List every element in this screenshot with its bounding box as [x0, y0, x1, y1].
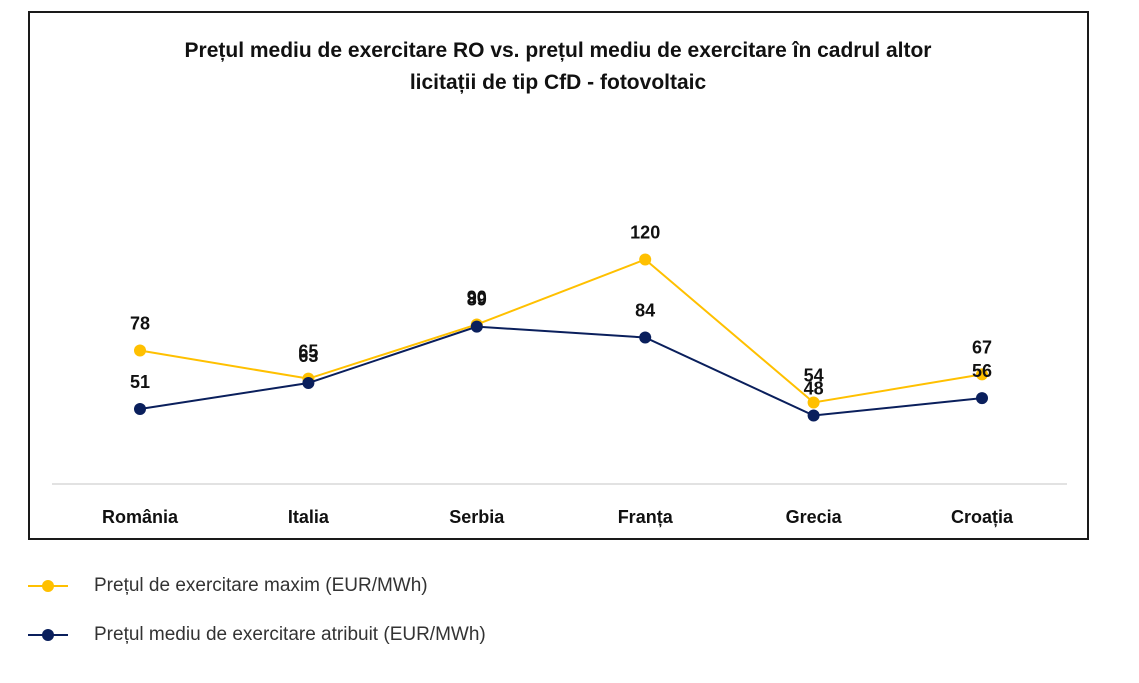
- data-point-avg-grecia: [807, 409, 820, 422]
- data-label-avg-franta: 84: [635, 300, 655, 320]
- data-label-max-italia: 65: [298, 342, 318, 362]
- series-layer: [134, 253, 988, 422]
- series-line-avg: [139, 325, 983, 417]
- data-label-avg-italia: 63: [298, 346, 318, 366]
- x-tick-label-croatia: Croația: [951, 507, 1014, 527]
- legend-swatch-avg: [28, 629, 68, 641]
- label-layer: România Italia Serbia Franța Grecia Croația 78…: [102, 222, 1014, 527]
- series-line-max: [139, 258, 983, 404]
- x-tick-label-grecia: Grecia: [786, 507, 843, 527]
- x-tick-label-romania: România: [102, 507, 179, 527]
- data-point-max-romania: [134, 344, 146, 357]
- x-tick-label-franta: Franța: [618, 507, 674, 527]
- data-label-max-croatia: 67: [972, 337, 992, 357]
- data-label-avg-grecia: 48: [804, 379, 824, 399]
- legend-label-avg: Prețul mediu de exercitare atribuit (EUR…: [94, 624, 486, 645]
- data-point-avg-franta: [639, 331, 652, 344]
- data-point-avg-romania: [134, 402, 146, 415]
- chart-title-line-1: Prețul mediu de exercitare RO vs. prețul…: [185, 39, 932, 62]
- data-point-avg-croatia: [976, 392, 988, 405]
- data-point-avg-serbia: [470, 320, 483, 333]
- chart-title-line-2: licitații de tip CfD - fotovoltaic: [410, 71, 707, 94]
- data-label-avg-serbia: 89: [467, 290, 487, 310]
- data-point-max-franta: [639, 253, 652, 266]
- data-label-max-romania: 78: [130, 313, 150, 333]
- line-chart: Prețul mediu de exercitare RO vs. prețul…: [52, 39, 1067, 527]
- x-tick-label-serbia: Serbia: [449, 507, 505, 527]
- chart-frame: Prețul mediu de exercitare RO vs. prețul…: [28, 11, 1089, 540]
- data-label-max-grecia: 54: [804, 365, 824, 385]
- data-label-max-franta: 120: [630, 222, 660, 242]
- data-label-avg-croatia: 56: [972, 361, 992, 381]
- legend-swatch-max: [28, 580, 68, 592]
- data-point-max-croatia: [976, 368, 988, 381]
- x-tick-label-italia: Italia: [288, 507, 330, 527]
- data-point-max-grecia: [807, 396, 820, 409]
- data-point-avg-italia: [302, 376, 315, 389]
- data-label-avg-romania: 51: [130, 372, 150, 392]
- legend-label-max: Prețul de exercitare maxim (EUR/MWh): [94, 575, 428, 596]
- data-label-max-serbia: 90: [467, 287, 487, 307]
